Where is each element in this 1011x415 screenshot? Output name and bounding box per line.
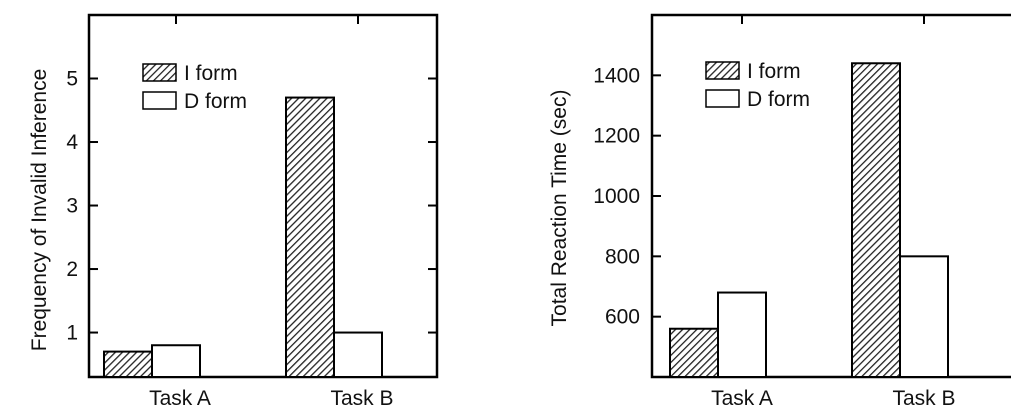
y-tick-label: 1000	[593, 185, 640, 208]
y-axis-label: Total Reaction Time (sec)	[548, 90, 571, 327]
legend: I form D form	[705, 60, 810, 111]
y-tick-label: 5	[66, 68, 78, 91]
y-ticks: 1 2 3 4 5	[66, 15, 437, 345]
legend-label-i-form: I form	[747, 60, 801, 83]
bars	[669, 62, 949, 379]
x-tick-labels: Task A Task B	[149, 387, 393, 410]
y-ticks: 600 800 1000 1200 1400	[593, 15, 925, 329]
legend-swatch-d-form	[705, 89, 740, 108]
legend-swatch-i-form	[142, 63, 177, 82]
y-tick-label: 1200	[593, 125, 640, 148]
x-tick-label-task-a: Task A	[149, 387, 211, 410]
invalid-inference-chart: Frequency of Invalid Inference 1 2 3 4 5 Tas…	[28, 13, 439, 410]
bar-i-form-task-a	[103, 350, 153, 379]
bar-d-form-task-b	[333, 331, 383, 378]
bar-d-form-task-b	[899, 255, 949, 379]
legend-label-d-form: D form	[747, 88, 810, 111]
bar-i-form-task-b	[851, 62, 901, 379]
y-tick-label: 1400	[593, 64, 640, 87]
bar-i-form-task-b	[285, 96, 335, 378]
y-tick-label: 1	[66, 322, 78, 345]
y-tick-label: 600	[605, 306, 640, 329]
y-axis-label: Frequency of Invalid Inference	[28, 69, 51, 352]
bar-d-form-task-a	[151, 344, 201, 378]
y-tick-label: 2	[66, 258, 78, 281]
legend-swatch-i-form	[705, 61, 740, 80]
bar-i-form-task-a	[669, 327, 719, 379]
legend-label-i-form: I form	[184, 62, 238, 85]
y-tick-label: 3	[66, 195, 78, 218]
bars	[103, 96, 383, 379]
legend-label-d-form: D form	[184, 90, 247, 113]
x-tick-label-task-b: Task B	[330, 387, 393, 410]
x-tick-label-task-a: Task A	[711, 387, 773, 410]
plot-frame	[87, 13, 439, 379]
reaction-time-chart: Total Reaction Time (sec) 600 800 1000 1200…	[548, 13, 1011, 410]
bar-d-form-task-a	[717, 291, 767, 378]
legend-swatch-d-form	[142, 91, 177, 110]
y-tick-label: 800	[605, 245, 640, 268]
x-tick-label-task-b: Task B	[892, 387, 955, 410]
y-tick-label: 4	[66, 131, 78, 154]
legend: I form D form	[142, 62, 247, 113]
x-tick-labels: Task A Task B	[711, 387, 955, 410]
